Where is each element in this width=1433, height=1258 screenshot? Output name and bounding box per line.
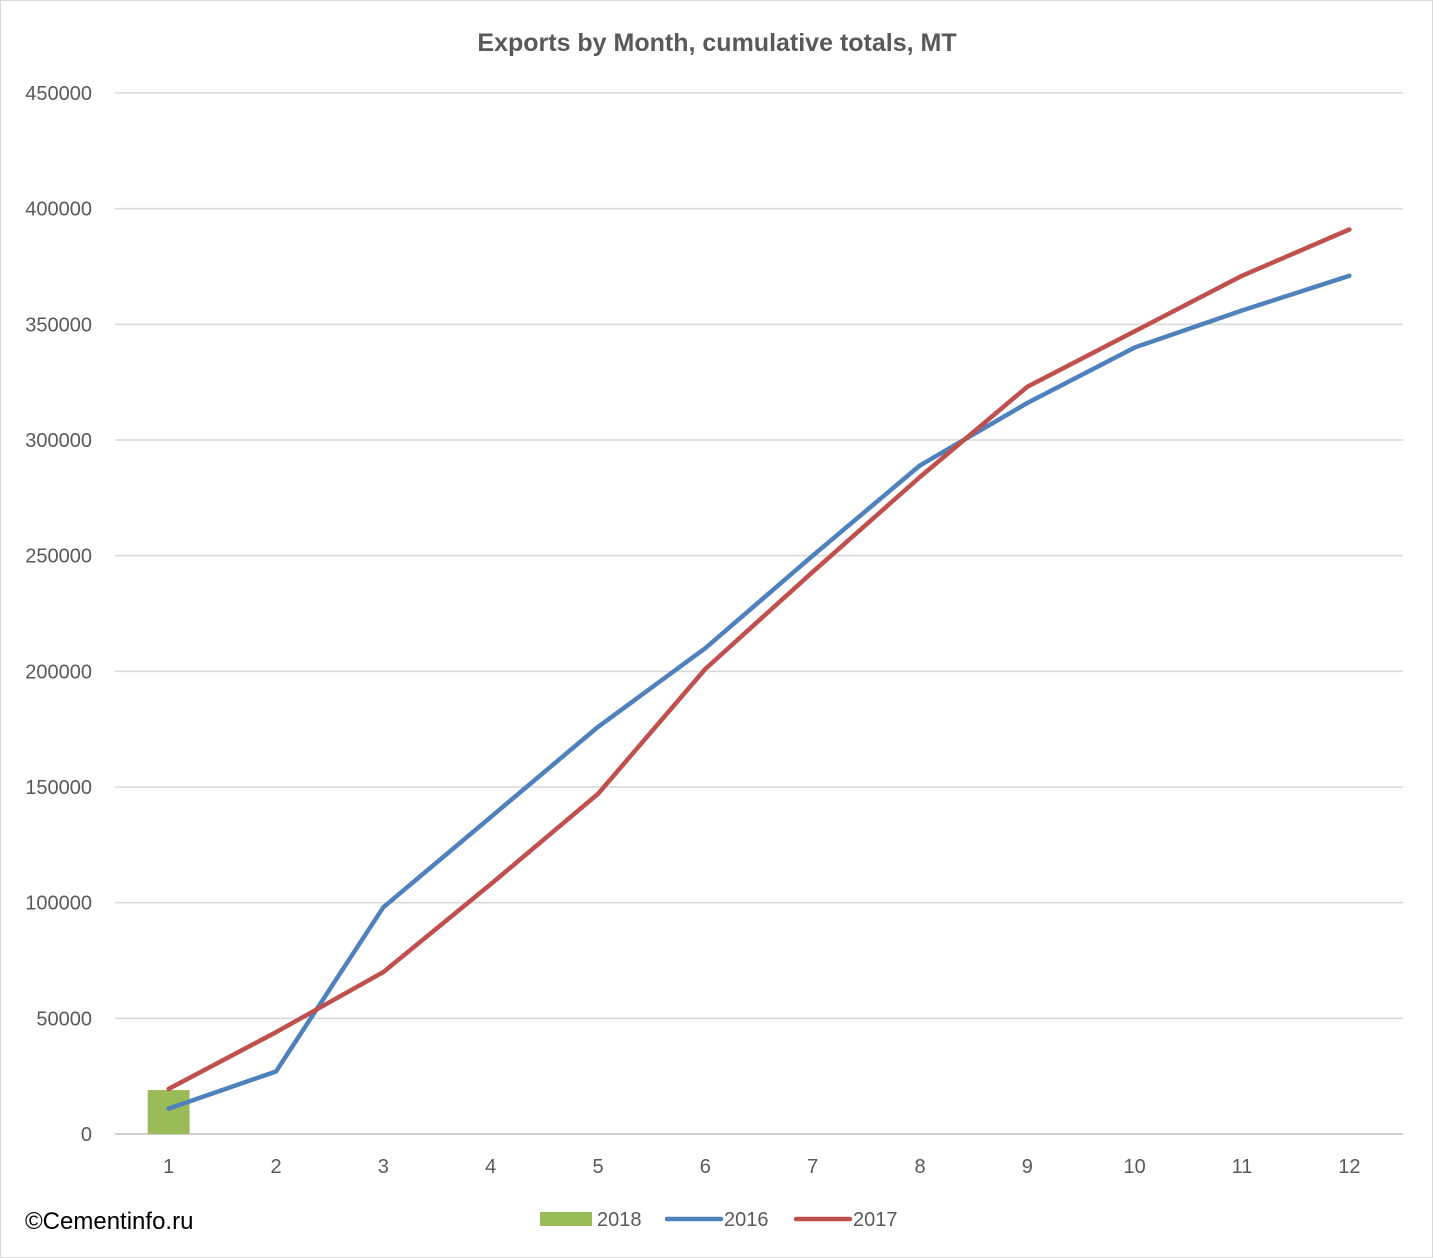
x-tick-label: 8 [914, 1156, 925, 1178]
x-tick-label: 10 [1124, 1156, 1146, 1178]
x-axis-tick-labels: 1 2 3 4 5 6 7 8 9 10 11 12 [163, 1156, 1360, 1178]
y-tick-label: 100000 [25, 893, 92, 915]
watermark-text: ©Cementinfo.ru [25, 1208, 193, 1235]
x-tick-label: 9 [1022, 1156, 1033, 1178]
x-tick-label: 4 [485, 1156, 496, 1178]
y-tick-label: 350000 [25, 314, 92, 336]
y-tick-label: 50000 [36, 1008, 92, 1030]
grid-layer [115, 92, 1403, 1135]
line-series-2016 [166, 273, 1352, 1111]
legend-label-2016: 2016 [724, 1209, 769, 1231]
y-tick-label: 250000 [25, 546, 92, 568]
y-tick-label: 300000 [25, 430, 92, 452]
x-tick-label: 2 [270, 1156, 281, 1178]
x-tick-label: 12 [1338, 1156, 1360, 1178]
y-tick-label: 400000 [25, 199, 92, 221]
y-tick-label: 450000 [25, 83, 92, 105]
legend: 2018 2016 2017 [540, 1209, 898, 1231]
x-tick-label: 1 [163, 1156, 174, 1178]
line-series-2017 [166, 227, 1352, 1092]
x-tick-label: 7 [807, 1156, 818, 1178]
line-series-layer [166, 227, 1352, 1111]
y-axis-tick-labels: 0 50000 100000 150000 200000 250000 300000 3500… [25, 83, 92, 1146]
bar-2018-1 [147, 1090, 190, 1134]
y-tick-label: 150000 [25, 777, 92, 799]
x-tick-label: 3 [378, 1156, 389, 1178]
y-tick-label: 0 [81, 1124, 92, 1146]
x-tick-label: 6 [700, 1156, 711, 1178]
legend-label-2017: 2017 [853, 1209, 898, 1231]
chart-title: Exports by Month, cumulative totals, MT [477, 29, 956, 57]
x-tick-label: 11 [1232, 1156, 1253, 1178]
x-tick-label: 5 [592, 1156, 603, 1178]
bar-series-layer [147, 1090, 190, 1134]
legend-swatch-2018 [540, 1212, 592, 1226]
y-tick-label: 200000 [25, 661, 92, 683]
legend-label-2018: 2018 [597, 1209, 642, 1231]
